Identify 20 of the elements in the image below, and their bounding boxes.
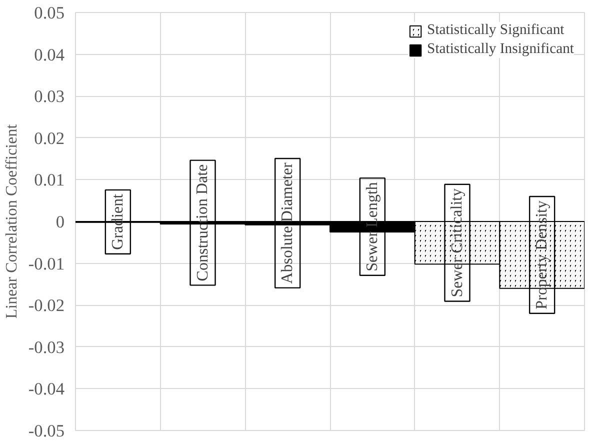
x-tick-label: Sewer Criticality	[448, 188, 466, 298]
legend-label: Statistically Insignificant	[427, 41, 574, 58]
y-tick-label: -0.05	[28, 422, 65, 440]
x-tick-label: Absolute Diameter	[279, 162, 296, 284]
y-tick-label: -0.04	[28, 380, 65, 399]
y-tick-label: 0	[56, 212, 65, 232]
y-tick-label: 0.01	[34, 170, 65, 190]
y-tick-label: 0.05	[34, 4, 65, 22]
y-tick-label: 0.04	[34, 45, 65, 64]
y-tick-label: 0.03	[34, 87, 65, 106]
x-tick-label: Construction Date	[194, 164, 212, 282]
x-tick-label: Sewer Length	[364, 182, 381, 272]
x-tick-label: Gradient	[109, 193, 126, 250]
legend-label: Statistically Significant	[427, 22, 564, 39]
x-tick-label: Property Density	[534, 200, 551, 310]
y-axis-title: Linear Correlation Coefficient	[3, 124, 20, 319]
y-tick-label: -0.01	[28, 254, 65, 274]
y-tick-label: 0.02	[34, 128, 65, 148]
y-tick-label: -0.02	[28, 296, 65, 316]
y-tick-label: -0.03	[28, 338, 65, 357]
